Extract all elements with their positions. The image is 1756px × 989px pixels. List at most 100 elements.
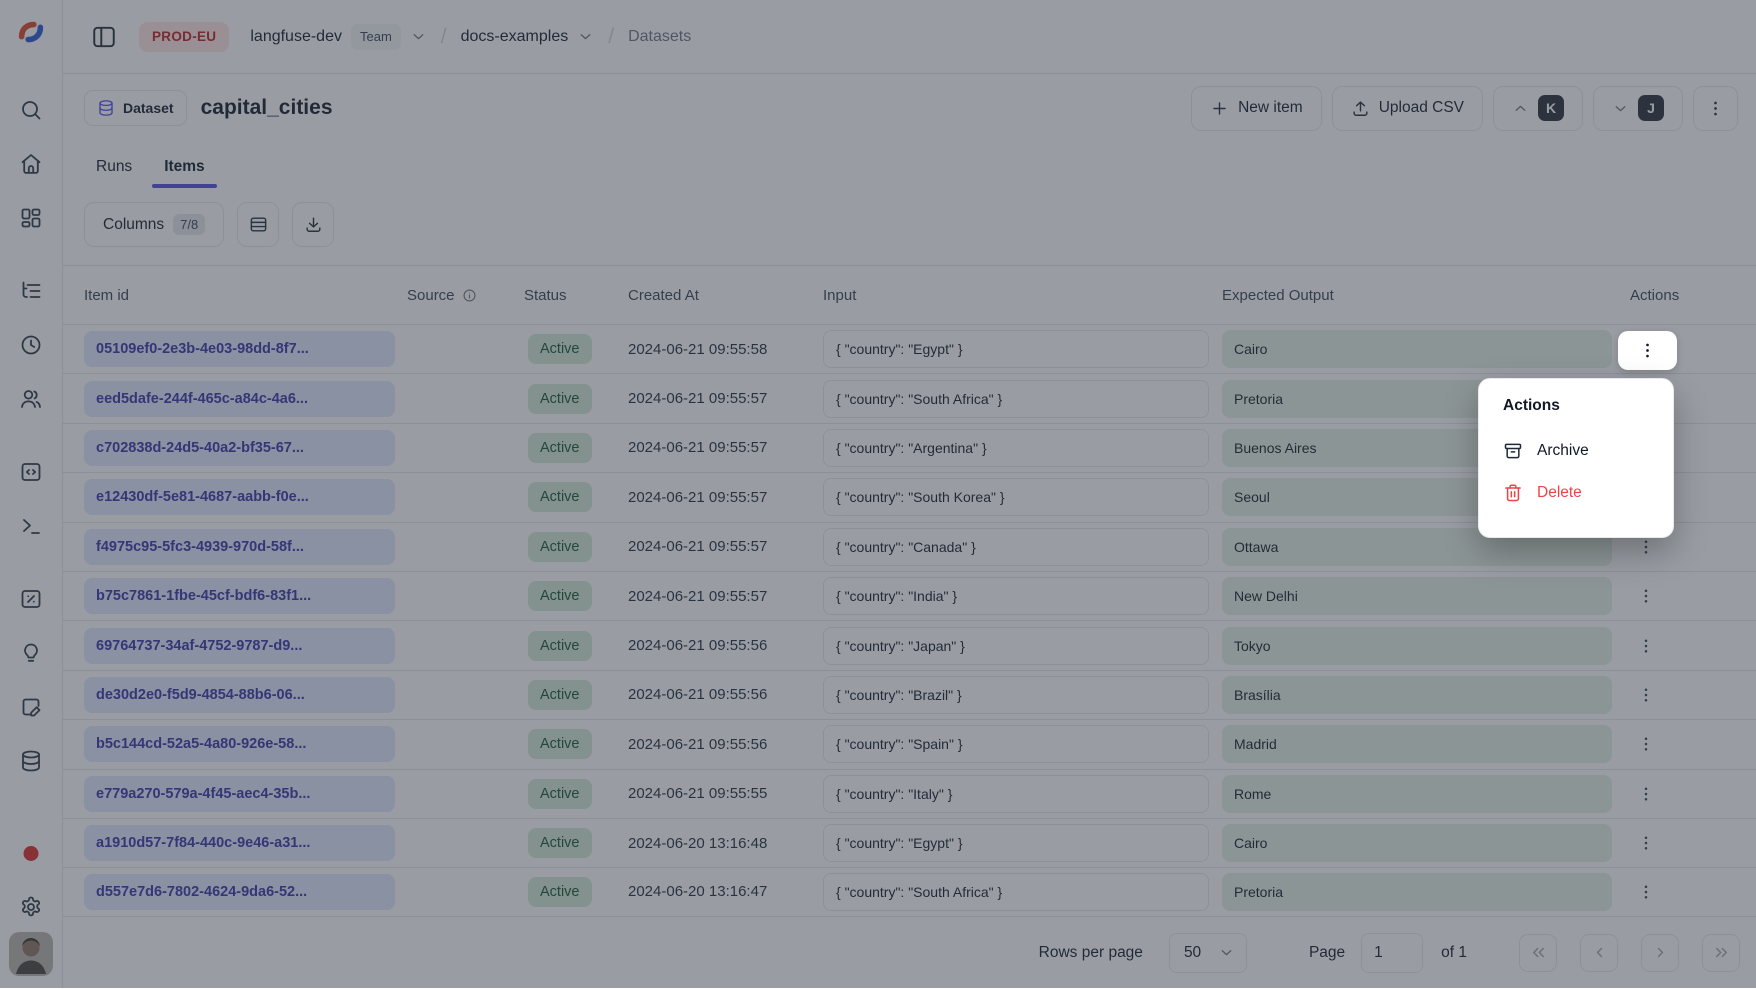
org-type-badge: Team	[350, 23, 401, 50]
page-header: Dataset capital_cities New item Upload C…	[84, 85, 1738, 131]
status-badge: Active	[528, 876, 592, 907]
last-page-button[interactable]	[1702, 933, 1740, 972]
kebab-icon	[1637, 538, 1655, 556]
input-cell: { "country": "South Africa" }	[823, 872, 1209, 911]
item-id-pill[interactable]: b75c7861-1fbe-45cf-bdf6-83f1...	[84, 578, 395, 615]
row-actions-button[interactable]	[1630, 679, 1662, 711]
page-number-input[interactable]	[1361, 932, 1424, 973]
rows-per-page-select[interactable]: 50	[1168, 932, 1247, 973]
row-actions-button[interactable]	[1630, 580, 1662, 612]
kebab-icon	[1637, 834, 1655, 852]
input-cell: { "country": "India" }	[823, 577, 1209, 616]
sidebar-item-users[interactable]	[19, 387, 43, 411]
created-at-cell: 2024-06-20 13:16:48	[628, 834, 768, 852]
pagination	[1519, 933, 1740, 972]
environment-badge: PROD-EU	[139, 21, 230, 52]
status-badge: Active	[528, 828, 592, 859]
row-height-button[interactable]	[237, 202, 280, 247]
expected-output-cell: Tokyo	[1222, 626, 1612, 665]
next-item-button[interactable]: J	[1593, 85, 1683, 131]
row-actions-button[interactable]	[1630, 778, 1662, 810]
created-at-cell: 2024-06-21 09:55:57	[628, 488, 768, 506]
item-id-pill[interactable]: b5c144cd-52a5-4a80-926e-58...	[84, 726, 395, 763]
tab-runs[interactable]: Runs	[84, 145, 144, 188]
item-id-pill[interactable]: e12430df-5e81-4687-aabb-f0e...	[84, 479, 395, 516]
item-id-pill[interactable]: eed5dafe-244f-465c-a84c-4a6...	[84, 380, 395, 417]
sidebar-item-evaluation[interactable]	[19, 587, 43, 611]
expected-output-cell: Madrid	[1222, 725, 1612, 764]
annotation-queues-icon	[19, 695, 43, 719]
page-label: Page	[1308, 943, 1346, 961]
table-toolbar: Columns 7/8	[84, 202, 1756, 247]
chevron-down-icon	[1612, 100, 1629, 117]
export-button[interactable]	[292, 202, 335, 247]
kebab-icon	[1637, 637, 1655, 655]
first-page-button[interactable]	[1519, 933, 1557, 972]
item-id-pill[interactable]: 69764737-34af-4752-9787-d9...	[84, 627, 395, 664]
menu-item-archive[interactable]: Archive	[1503, 430, 1649, 472]
menu-item-delete[interactable]: Delete	[1503, 472, 1649, 514]
sidebar-toggle-button[interactable]	[91, 24, 117, 50]
chevron-up-icon	[1512, 100, 1529, 117]
expected-output-cell: Rome	[1222, 774, 1612, 813]
sidebar-item-datasets[interactable]	[19, 749, 43, 773]
item-id-pill[interactable]: d557e7d6-7802-4624-9da6-52...	[84, 873, 395, 910]
item-id-pill[interactable]: a1910d57-7f84-440c-9e46-a31...	[84, 825, 395, 862]
created-at-cell: 2024-06-21 09:55:57	[628, 587, 768, 605]
sidebar-item-search[interactable]	[19, 98, 43, 122]
project-name[interactable]: docs-examples	[460, 27, 569, 45]
columns-label: Columns	[103, 215, 165, 233]
sidebar-item-home[interactable]	[19, 152, 43, 176]
row-actions-button[interactable]	[1630, 827, 1662, 859]
status-dot	[23, 846, 39, 861]
chevron-down-icon[interactable]	[577, 28, 594, 45]
info-icon	[462, 288, 477, 303]
columns-button[interactable]: Columns 7/8	[84, 202, 225, 247]
row-actions-button[interactable]	[1630, 876, 1662, 908]
org-switcher[interactable]: langfuse-dev Team	[250, 23, 427, 50]
sidebar-item-settings[interactable]	[19, 895, 43, 919]
chevron-left-icon	[1590, 943, 1609, 962]
row-actions-button-active[interactable]	[1618, 331, 1677, 370]
org-name[interactable]: langfuse-dev	[250, 27, 342, 45]
project-switcher[interactable]: docs-examples	[461, 28, 595, 46]
sidebar-item-prompts[interactable]	[19, 460, 43, 484]
row-actions-button[interactable]	[1630, 728, 1662, 760]
new-item-button[interactable]: New item	[1191, 85, 1322, 131]
created-at-cell: 2024-06-21 09:55:57	[628, 390, 768, 408]
item-id-pill[interactable]: c702838d-24d5-40a2-bf35-67...	[84, 429, 395, 466]
previous-page-button[interactable]	[1580, 933, 1618, 972]
row-actions-button[interactable]	[1630, 630, 1662, 662]
tabs: Runs Items	[84, 145, 1756, 188]
previous-item-button[interactable]: K	[1493, 85, 1583, 131]
input-cell: { "country": "Canada" }	[823, 527, 1209, 566]
item-id-pill[interactable]: de30d2e0-f5d9-4854-88b6-06...	[84, 676, 395, 713]
sidebar-item-annotation-queues[interactable]	[19, 695, 43, 719]
sidebar-item-playground[interactable]	[19, 514, 43, 538]
dashboards-icon	[19, 206, 43, 230]
user-avatar[interactable]	[9, 932, 53, 976]
header-more-actions-button[interactable]	[1693, 85, 1738, 131]
sidebar-item-tracing[interactable]	[19, 279, 43, 303]
sidebar-item-dashboards[interactable]	[19, 206, 43, 230]
expected-output-cell: Cairo	[1222, 330, 1612, 369]
created-at-cell: 2024-06-21 09:55:56	[628, 637, 768, 655]
item-id-pill[interactable]: e779a270-579a-4f45-aec4-35b...	[84, 775, 395, 812]
rows-per-page-label: Rows per page	[1038, 943, 1143, 961]
dataset-badge: Dataset	[84, 90, 187, 126]
table-header: Item id Source Status Created At Input E…	[63, 266, 1756, 324]
tab-items[interactable]: Items	[152, 145, 217, 188]
created-at-cell: 2024-06-21 09:55:57	[628, 538, 768, 556]
item-id-pill[interactable]: f4975c95-5fc3-4939-970d-58f...	[84, 528, 395, 565]
item-id-pill[interactable]: 05109ef0-2e3b-4e03-98dd-8f7...	[84, 331, 395, 368]
datasets-icon	[19, 749, 43, 773]
expected-output-cell: Cairo	[1222, 824, 1612, 863]
sidebar-item-sessions[interactable]	[19, 333, 43, 357]
sessions-icon	[19, 333, 43, 357]
shortcut-k-badge: K	[1538, 95, 1564, 121]
column-header-status: Status	[524, 286, 567, 304]
next-page-button[interactable]	[1641, 933, 1679, 972]
upload-csv-button[interactable]: Upload CSV	[1331, 85, 1483, 131]
sidebar-item-insights[interactable]	[19, 641, 43, 665]
chevron-down-icon[interactable]	[410, 28, 427, 45]
